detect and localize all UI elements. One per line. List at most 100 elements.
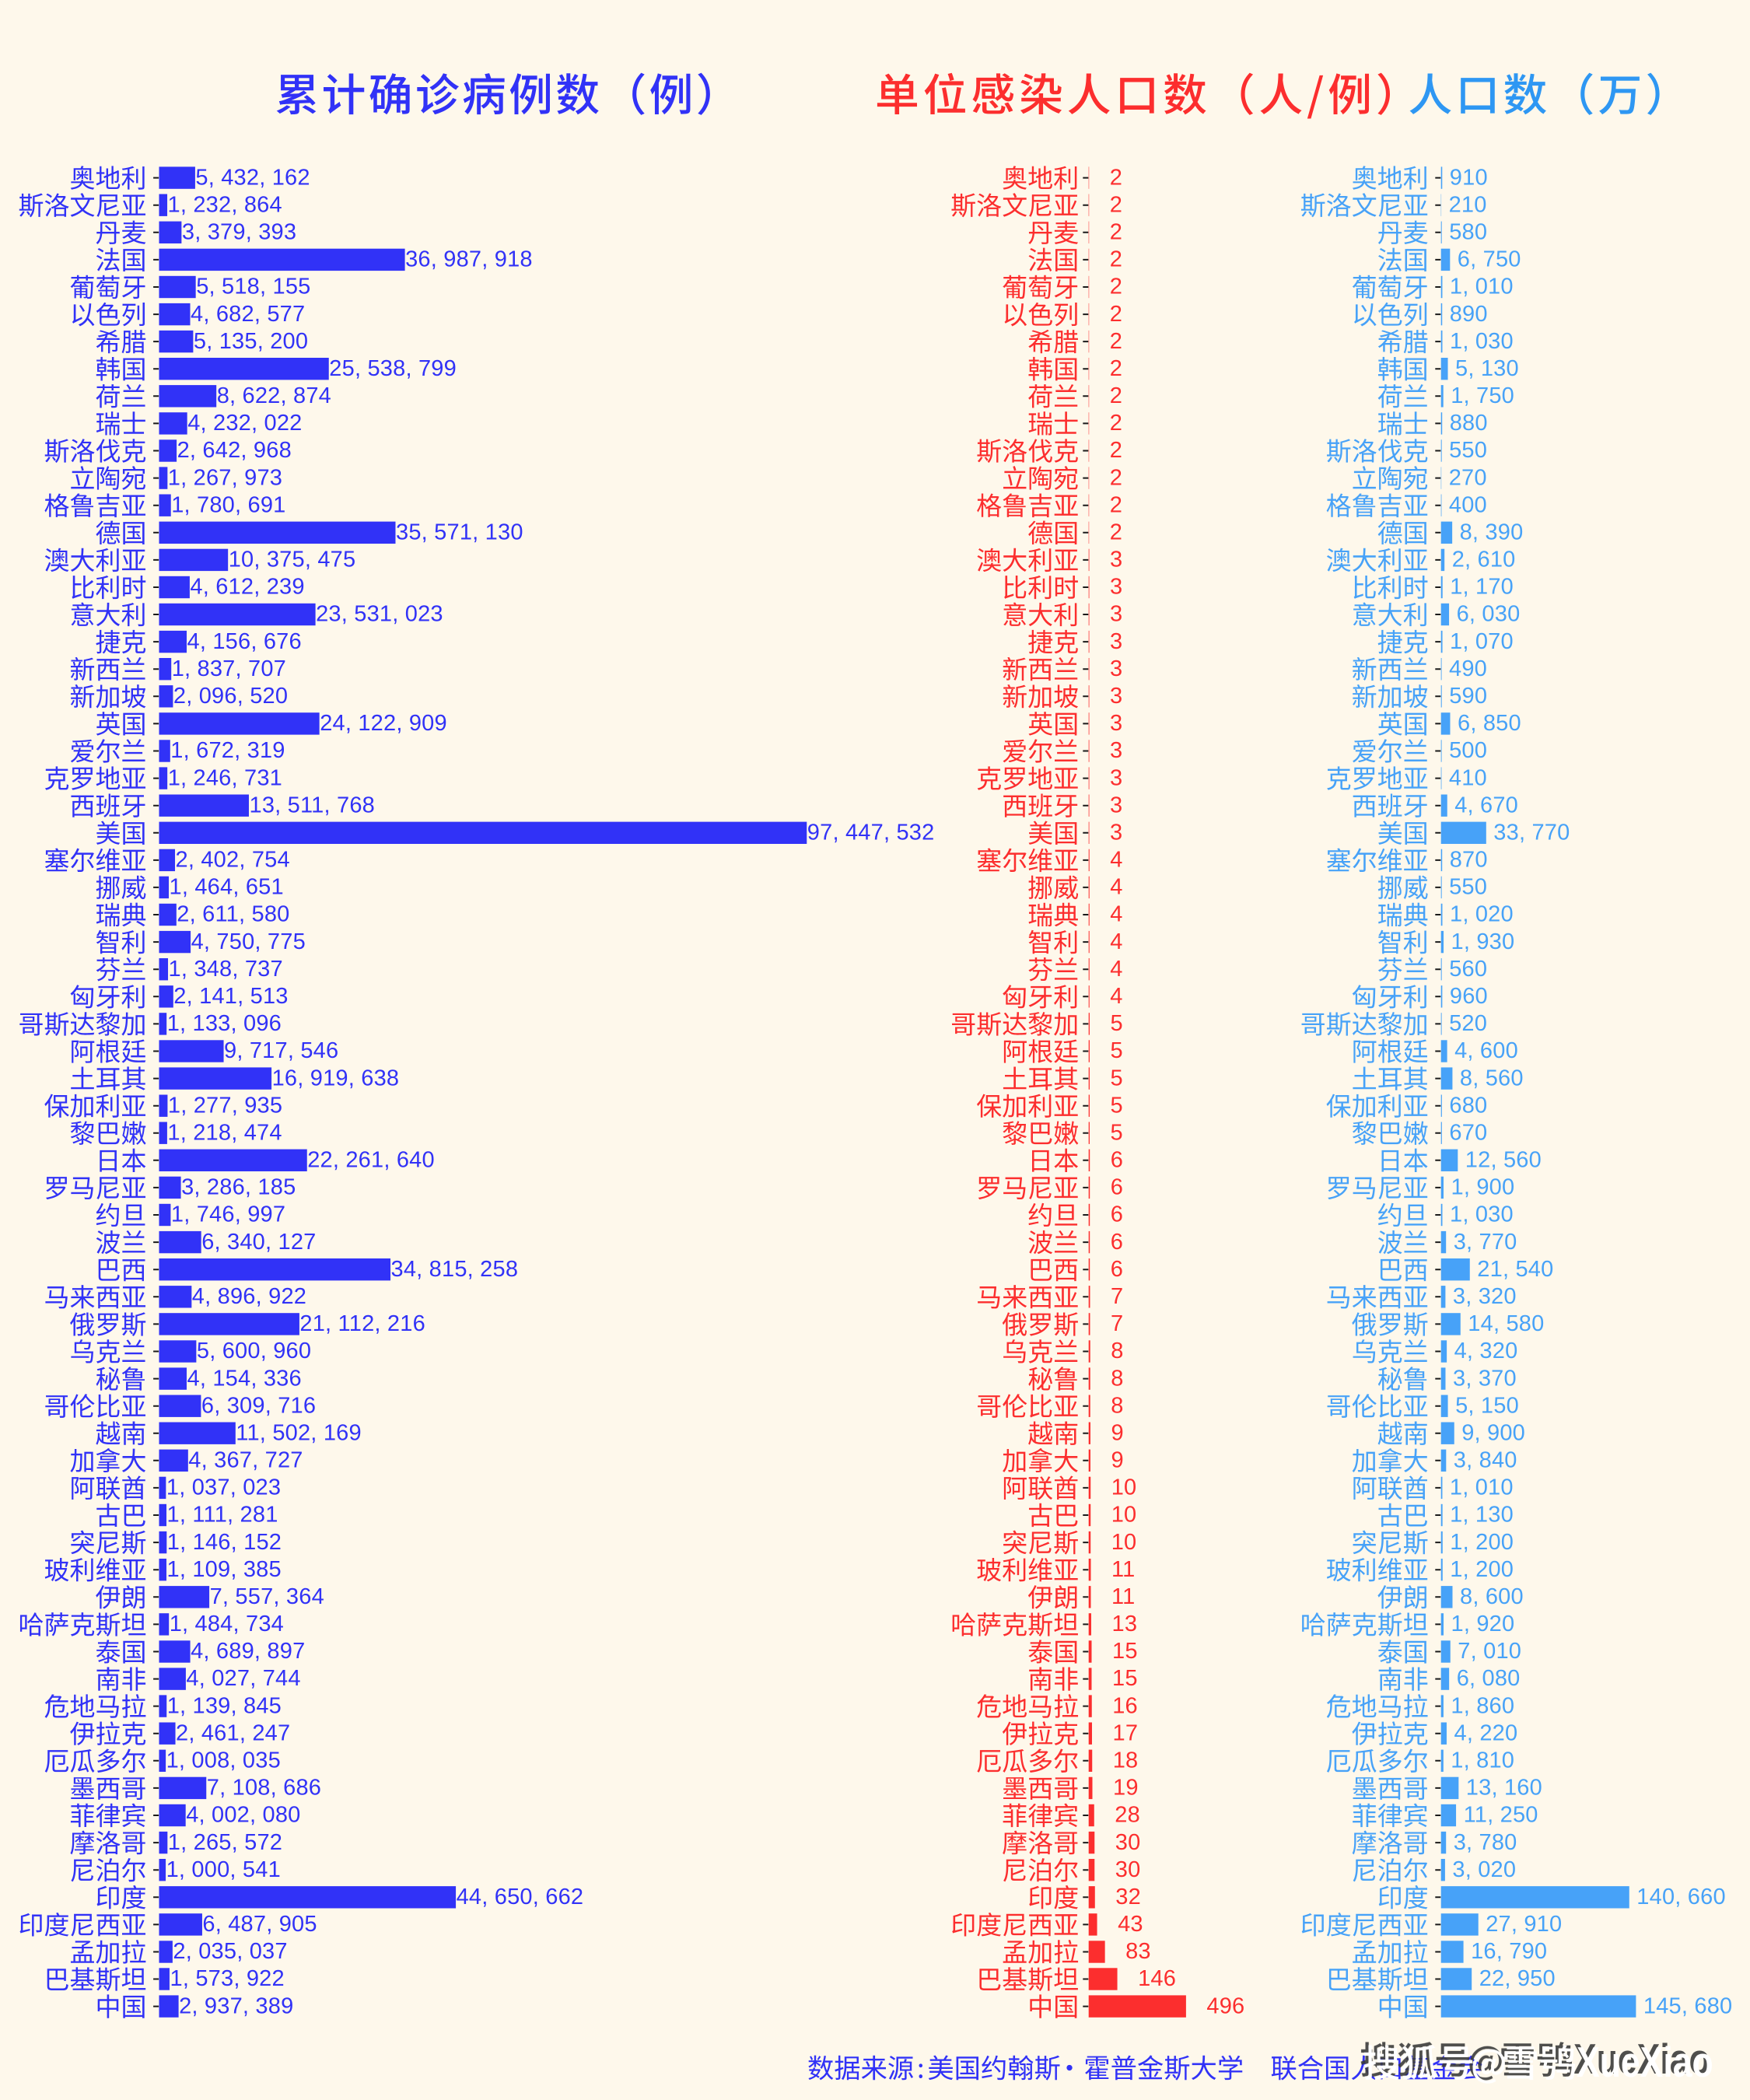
svg-text:3, 320: 3, 320 [1453,1284,1517,1309]
svg-text:5, 432, 162: 5, 432, 162 [195,165,310,190]
svg-text:580: 580 [1449,220,1487,245]
svg-text:6: 6 [1111,1175,1123,1200]
svg-text:1, 464, 651: 1, 464, 651 [170,875,284,900]
svg-text:1, 130: 1, 130 [1450,1503,1514,1528]
svg-text:410: 410 [1449,765,1487,790]
svg-text:22, 950: 22, 950 [1479,1966,1556,1991]
svg-text:9, 717, 546: 9, 717, 546 [224,1038,338,1063]
svg-text:1, 037, 023: 1, 037, 023 [166,1475,281,1500]
svg-text:43: 43 [1118,1912,1143,1937]
svg-text:4, 154, 336: 4, 154, 336 [187,1366,302,1391]
svg-text:6, 850: 6, 850 [1458,711,1521,736]
svg-text:2, 141, 513: 2, 141, 513 [173,984,288,1009]
svg-text:880: 880 [1450,411,1488,436]
svg-text:1, 000, 541: 1, 000, 541 [166,1857,281,1882]
svg-text:2: 2 [1110,411,1122,436]
svg-text:2, 611, 580: 2, 611, 580 [177,902,289,927]
svg-text:10: 10 [1111,1530,1137,1555]
svg-text:680: 680 [1449,1093,1487,1118]
svg-text:8, 560: 8, 560 [1460,1066,1524,1090]
svg-text:3: 3 [1110,548,1122,572]
svg-text:2: 2 [1110,492,1122,517]
svg-text:14, 580: 14, 580 [1468,1311,1544,1336]
svg-text:10: 10 [1111,1475,1137,1500]
svg-text:1, 573, 922: 1, 573, 922 [170,1966,285,1991]
svg-text:1, 111, 281: 1, 111, 281 [167,1503,278,1528]
svg-text:1, 484, 734: 1, 484, 734 [170,1612,284,1636]
svg-text:6: 6 [1111,1257,1123,1282]
svg-text:6, 030: 6, 030 [1457,602,1521,627]
svg-text:496: 496 [1206,1993,1244,2018]
svg-text:6, 750: 6, 750 [1458,247,1521,272]
svg-text:2: 2 [1110,383,1122,408]
svg-text:400: 400 [1449,492,1487,517]
svg-text:1, 010: 1, 010 [1450,275,1514,299]
svg-text:33, 770: 33, 770 [1493,821,1570,845]
svg-text:4: 4 [1110,957,1122,982]
svg-text:5, 518, 155: 5, 518, 155 [196,275,310,299]
svg-text:6: 6 [1111,1202,1123,1227]
svg-text:2, 461, 247: 2, 461, 247 [176,1720,290,1745]
svg-text:2: 2 [1110,247,1122,272]
svg-text:6, 080: 6, 080 [1457,1666,1521,1691]
svg-text:4, 682, 577: 4, 682, 577 [191,302,305,327]
svg-text:210: 210 [1449,192,1487,217]
svg-text:1, 030: 1, 030 [1450,329,1514,354]
svg-text:3: 3 [1110,629,1122,654]
svg-text:30: 30 [1115,1857,1141,1882]
svg-text:3, 370: 3, 370 [1453,1366,1517,1391]
svg-text:4: 4 [1110,875,1122,900]
svg-text:910: 910 [1450,165,1488,190]
svg-text:3, 286, 185: 3, 286, 185 [181,1175,296,1200]
svg-text:1, 200: 1, 200 [1450,1530,1514,1555]
svg-text:1, 030: 1, 030 [1450,1202,1514,1227]
svg-text:2, 402, 754: 2, 402, 754 [176,848,290,873]
svg-text:5, 135, 200: 5, 135, 200 [194,329,308,354]
svg-text:1, 139, 845: 1, 139, 845 [167,1693,282,1718]
svg-text:8, 600: 8, 600 [1460,1584,1524,1609]
svg-text:13, 160: 13, 160 [1466,1776,1542,1801]
svg-text:4: 4 [1110,984,1122,1009]
svg-text:2: 2 [1110,465,1122,490]
svg-text:1, 200: 1, 200 [1450,1557,1514,1582]
svg-text:1, 010: 1, 010 [1450,1475,1514,1500]
svg-text:16, 790: 16, 790 [1471,1939,1547,1964]
svg-text:27, 910: 27, 910 [1486,1912,1562,1937]
svg-text:3, 020: 3, 020 [1452,1857,1516,1882]
svg-text:4, 220: 4, 220 [1454,1720,1518,1745]
svg-text:4, 612, 239: 4, 612, 239 [190,575,304,600]
svg-text:1, 008, 035: 1, 008, 035 [166,1748,281,1773]
svg-text:19: 19 [1113,1776,1139,1801]
svg-text:2, 096, 520: 2, 096, 520 [173,684,288,709]
svg-text:520: 520 [1449,1011,1487,1036]
svg-text:500: 500 [1449,738,1487,763]
svg-text:4, 027, 744: 4, 027, 744 [186,1666,300,1691]
svg-text:11, 502, 169: 11, 502, 169 [236,1420,362,1445]
svg-text:8, 622, 874: 8, 622, 874 [217,383,331,408]
svg-text:25, 538, 799: 25, 538, 799 [329,356,457,381]
svg-text:3: 3 [1110,765,1122,790]
svg-text:5: 5 [1111,1121,1123,1146]
svg-text:2: 2 [1110,438,1122,463]
svg-text:8: 8 [1111,1339,1123,1363]
svg-text:1, 900: 1, 900 [1451,1175,1515,1200]
svg-text:7: 7 [1111,1284,1123,1309]
svg-text:6, 309, 716: 6, 309, 716 [201,1393,316,1418]
svg-text:5: 5 [1111,1093,1123,1118]
svg-text:21, 112, 216: 21, 112, 216 [299,1311,425,1336]
svg-text:960: 960 [1450,984,1488,1009]
svg-text:2, 610: 2, 610 [1452,548,1516,572]
svg-text:32: 32 [1115,1885,1141,1909]
svg-text:270: 270 [1449,465,1487,490]
svg-text:2: 2 [1110,192,1122,217]
svg-text:24, 122, 909: 24, 122, 909 [320,711,447,736]
svg-text:15: 15 [1112,1639,1138,1664]
svg-text:3: 3 [1110,793,1122,817]
svg-text:4, 320: 4, 320 [1454,1339,1518,1363]
svg-text:870: 870 [1450,848,1488,873]
svg-text:1, 146, 152: 1, 146, 152 [167,1530,282,1555]
svg-text:4, 689, 897: 4, 689, 897 [191,1639,305,1664]
svg-text:3: 3 [1110,575,1122,600]
svg-text:1, 232, 864: 1, 232, 864 [168,192,282,217]
svg-text:21, 540: 21, 540 [1477,1257,1553,1282]
